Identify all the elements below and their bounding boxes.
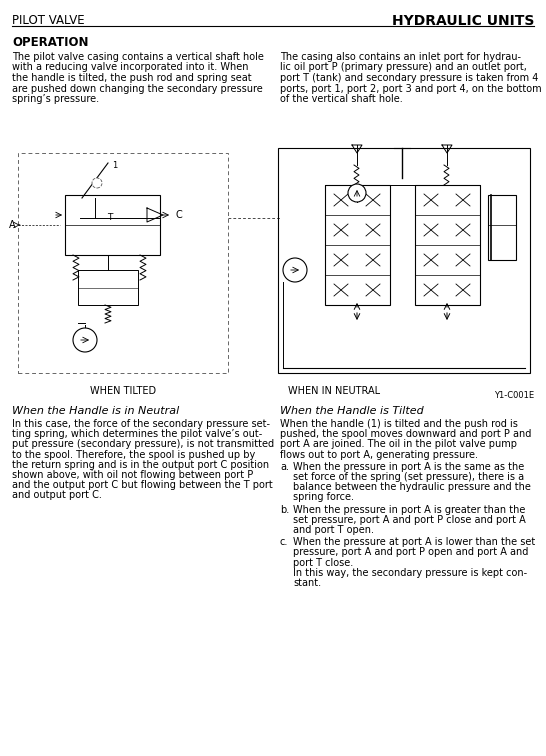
Text: In this case, the force of the secondary pressure set-: In this case, the force of the secondary…	[12, 419, 270, 429]
Text: port T (tank) and secondary pressure is taken from 4: port T (tank) and secondary pressure is …	[280, 73, 538, 83]
Text: stant.: stant.	[293, 578, 321, 588]
Text: The casing also contains an inlet port for hydrau-: The casing also contains an inlet port f…	[280, 52, 521, 62]
Text: When the pressure in port A is the same as the: When the pressure in port A is the same …	[293, 462, 524, 472]
Circle shape	[283, 258, 307, 282]
Text: set force of the spring (set pressure), there is a: set force of the spring (set pressure), …	[293, 472, 524, 482]
Text: set pressure, port A and port P close and port A: set pressure, port A and port P close an…	[293, 515, 526, 525]
Text: to the spool. Therefore, the spool is pushed up by: to the spool. Therefore, the spool is pu…	[12, 450, 255, 460]
Bar	[325, 185, 390, 305]
Text: lic oil port P (primary pressure) and an outlet port,: lic oil port P (primary pressure) and an…	[280, 63, 527, 73]
Text: put pressure (secondary pressure), is not transmitted: put pressure (secondary pressure), is no…	[12, 439, 274, 449]
Text: balance between the hydraulic pressure and the: balance between the hydraulic pressure a…	[293, 482, 531, 492]
Text: pressure, port A and port P open and port A and: pressure, port A and port P open and por…	[293, 547, 529, 557]
Text: and output port C.: and output port C.	[12, 491, 102, 500]
Text: When the pressure in port A is greater than the: When the pressure in port A is greater t…	[293, 504, 525, 515]
Text: are pushed down changing the secondary pressure: are pushed down changing the secondary p…	[12, 83, 263, 94]
Bar	[18, 153, 228, 373]
Text: flows out to port A, generating pressure.: flows out to port A, generating pressure…	[280, 450, 478, 460]
Text: C: C	[175, 210, 182, 220]
Text: a.: a.	[280, 462, 289, 472]
Text: In this way, the secondary pressure is kept con-: In this way, the secondary pressure is k…	[293, 568, 527, 578]
Text: shown above, with oil not flowing between port P: shown above, with oil not flowing betwee…	[12, 470, 253, 480]
Text: the handle is tilted, the push rod and spring seat: the handle is tilted, the push rod and s…	[12, 73, 252, 83]
Text: The pilot valve casing contains a vertical shaft hole: The pilot valve casing contains a vertic…	[12, 52, 264, 62]
Text: c.: c.	[280, 538, 288, 547]
Text: When the Handle is in Neutral: When the Handle is in Neutral	[12, 406, 179, 416]
Text: When the handle (1) is tilted and the push rod is: When the handle (1) is tilted and the pu…	[280, 419, 518, 429]
Text: WHEN IN NEUTRAL: WHEN IN NEUTRAL	[288, 386, 380, 396]
Text: When the Handle is Tilted: When the Handle is Tilted	[280, 406, 424, 416]
Text: port A are joined. The oil in the pilot valve pump: port A are joined. The oil in the pilot …	[280, 439, 517, 449]
Text: ports, port 1, port 2, port 3 and port 4, on the bottom: ports, port 1, port 2, port 3 and port 4…	[280, 83, 542, 94]
Circle shape	[73, 328, 97, 352]
Text: OPERATION: OPERATION	[12, 36, 88, 49]
Text: of the vertical shaft hole.: of the vertical shaft hole.	[280, 94, 403, 104]
Bar	[78, 270, 138, 305]
Text: and port T open.: and port T open.	[293, 525, 374, 535]
Bar	[278, 148, 530, 373]
Text: with a reducing valve incorporated into it. When: with a reducing valve incorporated into …	[12, 63, 248, 73]
Text: HYDRAULIC UNITS: HYDRAULIC UNITS	[391, 14, 534, 28]
Text: port T close.: port T close.	[293, 558, 353, 568]
Text: 1: 1	[112, 161, 117, 170]
Bar	[65, 195, 160, 255]
Text: and the output port C but flowing between the T port: and the output port C but flowing betwee…	[12, 480, 273, 490]
Text: PILOT VALVE: PILOT VALVE	[12, 14, 85, 27]
Text: spring force.: spring force.	[293, 492, 354, 503]
Text: pushed, the spool moves downward and port P and: pushed, the spool moves downward and por…	[280, 429, 531, 439]
Text: b.: b.	[280, 504, 289, 515]
Text: WHEN TILTED: WHEN TILTED	[90, 386, 156, 396]
Bar	[415, 185, 480, 305]
Text: ting spring, which determines the pilot valve’s out-: ting spring, which determines the pilot …	[12, 429, 262, 439]
Text: T: T	[108, 213, 113, 222]
Circle shape	[348, 184, 366, 202]
Circle shape	[92, 178, 102, 188]
Text: A: A	[9, 220, 16, 230]
Bar	[488, 195, 516, 260]
Text: When the pressure at port A is lower than the set: When the pressure at port A is lower tha…	[293, 538, 535, 547]
Text: spring’s pressure.: spring’s pressure.	[12, 94, 99, 104]
Text: the return spring and is in the output port C position: the return spring and is in the output p…	[12, 460, 269, 469]
Text: Y1-C001E: Y1-C001E	[494, 391, 534, 400]
